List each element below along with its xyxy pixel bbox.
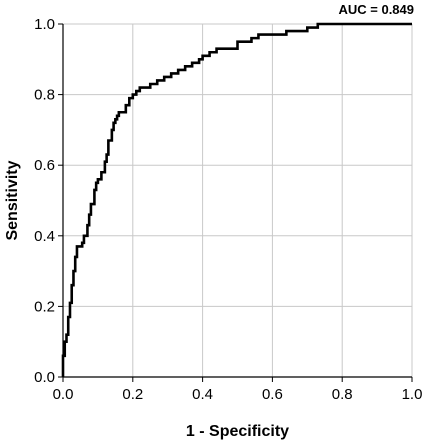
y-tick-label: 0.6 (34, 157, 55, 174)
y-tick-label: 1.0 (34, 16, 55, 33)
y-tick-label: 0.4 (34, 228, 55, 245)
auc-annotation: AUC = 0.849 (338, 2, 414, 17)
y-tick-label: 0.0 (34, 369, 55, 386)
roc-curve-line (61, 22, 412, 377)
grid-lines (63, 23, 413, 377)
x-tick-label: 0.8 (332, 386, 353, 403)
x-axis-title: 1 - Specificity (186, 423, 289, 440)
axes (58, 23, 413, 382)
x-tick-label: 0.2 (122, 386, 143, 403)
x-tick-label: 0.6 (262, 386, 283, 403)
x-tick-label: 0.0 (53, 386, 74, 403)
series-group (61, 22, 412, 377)
y-axis-title: Sensitivity (4, 160, 21, 240)
y-tick-label: 0.2 (34, 298, 55, 315)
tick-labels: 0.0 0.2 0.4 0.6 0.8 1.0 0.0 0.2 0.4 0.6 0.8 1.0 (34, 16, 422, 403)
x-tick-label: 0.4 (192, 386, 213, 403)
y-tick-label: 0.8 (34, 87, 55, 104)
x-tick-label: 1.0 (402, 386, 423, 403)
